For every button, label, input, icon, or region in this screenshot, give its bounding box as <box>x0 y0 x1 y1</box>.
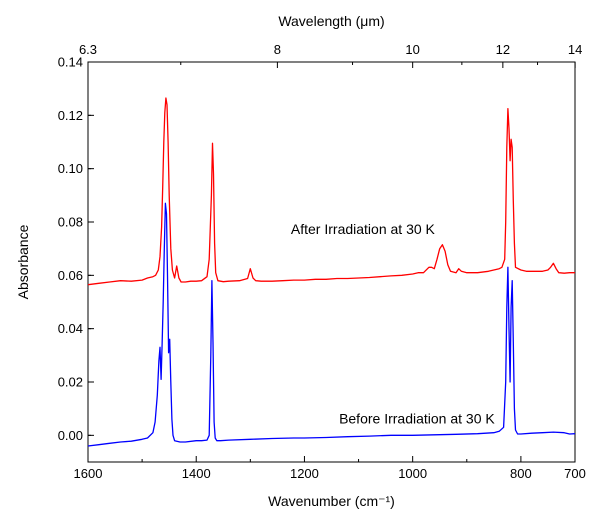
series-line-0 <box>87 97 575 286</box>
y-tick-label: 0.14 <box>58 55 83 70</box>
x-axis-title: Wavenumber (cm⁻¹) <box>268 493 395 509</box>
series-annotation-0: After Irradiation at 30 K <box>291 221 436 237</box>
top-tick-label: 10 <box>405 42 419 57</box>
x-tick-label: 700 <box>564 466 586 481</box>
x-tick-label: 800 <box>510 466 532 481</box>
top-tick-label: 6.3 <box>79 42 97 57</box>
x-tick-label: 1200 <box>290 466 319 481</box>
x-tick-label: 1600 <box>74 466 103 481</box>
y-tick-label: 0.08 <box>58 215 83 230</box>
y-tick-label: 0.02 <box>58 375 83 390</box>
series-annotation-1: Before Irradiation at 30 K <box>339 410 495 426</box>
top-tick-label: 8 <box>274 42 281 57</box>
y-axis-title: Absorbance <box>15 224 31 299</box>
plot-frame <box>87 61 576 463</box>
y-tick-label: 0.00 <box>58 428 83 443</box>
y-tick-label: 0.06 <box>58 268 83 283</box>
x-tick-label: 1400 <box>182 466 211 481</box>
y-tick-label: 0.04 <box>58 321 83 336</box>
top-tick-label: 12 <box>496 42 510 57</box>
chart-marks: 1600 1400 1200 1000 800 700 0.00 0.02 0.04 0.06 0.… <box>15 13 586 509</box>
series-line-1 <box>87 202 576 447</box>
top-tick-label: 14 <box>568 42 582 57</box>
x-tick-label: 1000 <box>398 466 427 481</box>
y-tick-label: 0.10 <box>58 161 83 176</box>
y-tick-label: 0.12 <box>58 108 83 123</box>
top-axis-title: Wavelength (μm) <box>278 13 384 29</box>
